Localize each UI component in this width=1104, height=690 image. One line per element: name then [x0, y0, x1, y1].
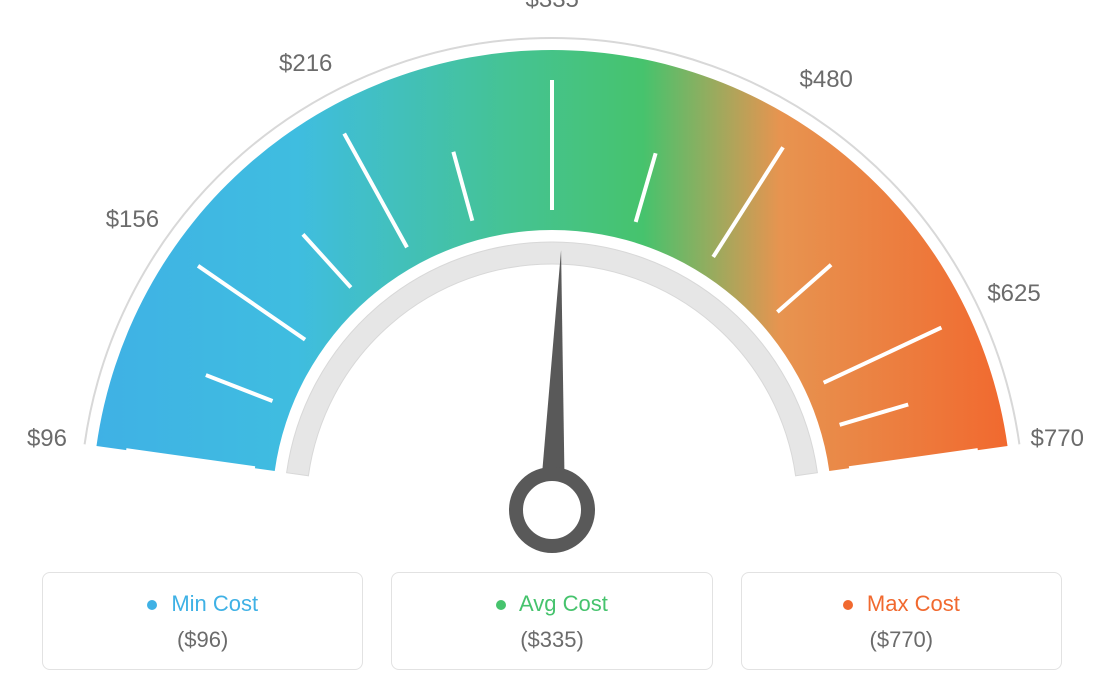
gauge-hub	[516, 474, 588, 546]
gauge-tick-label: $216	[279, 50, 332, 78]
legend-value-min: ($96)	[53, 627, 352, 653]
legend-value-avg: ($335)	[402, 627, 701, 653]
legend-value-max: ($770)	[752, 627, 1051, 653]
legend-label-max: Max Cost	[867, 591, 960, 616]
gauge-tick-label: $96	[27, 425, 67, 453]
legend-label-min: Min Cost	[171, 591, 258, 616]
legend-card-max: Max Cost ($770)	[741, 572, 1062, 670]
gauge-tick-label: $156	[106, 206, 159, 234]
legend-title-avg: Avg Cost	[402, 591, 701, 617]
legend-card-min: Min Cost ($96)	[42, 572, 363, 670]
gauge-tick-label: $480	[800, 66, 853, 94]
legend-label-avg: Avg Cost	[519, 591, 608, 616]
legend-title-min: Min Cost	[53, 591, 352, 617]
legend-title-max: Max Cost	[752, 591, 1051, 617]
legend-dot-max	[843, 600, 853, 610]
gauge-svg	[0, 0, 1104, 560]
gauge-area: $96 $156 $216 $335 $480 $625 $770	[0, 0, 1104, 560]
legend-dot-min	[147, 600, 157, 610]
gauge-tick-label: $770	[1031, 425, 1084, 453]
legend-card-avg: Avg Cost ($335)	[391, 572, 712, 670]
cost-gauge-chart: $96 $156 $216 $335 $480 $625 $770 Min Cost ($9…	[0, 0, 1104, 690]
gauge-tick-label: $335	[526, 0, 579, 14]
legend-dot-avg	[496, 600, 506, 610]
gauge-tick-label: $625	[987, 280, 1040, 308]
legend-row: Min Cost ($96) Avg Cost ($335) Max Cost …	[42, 572, 1062, 670]
